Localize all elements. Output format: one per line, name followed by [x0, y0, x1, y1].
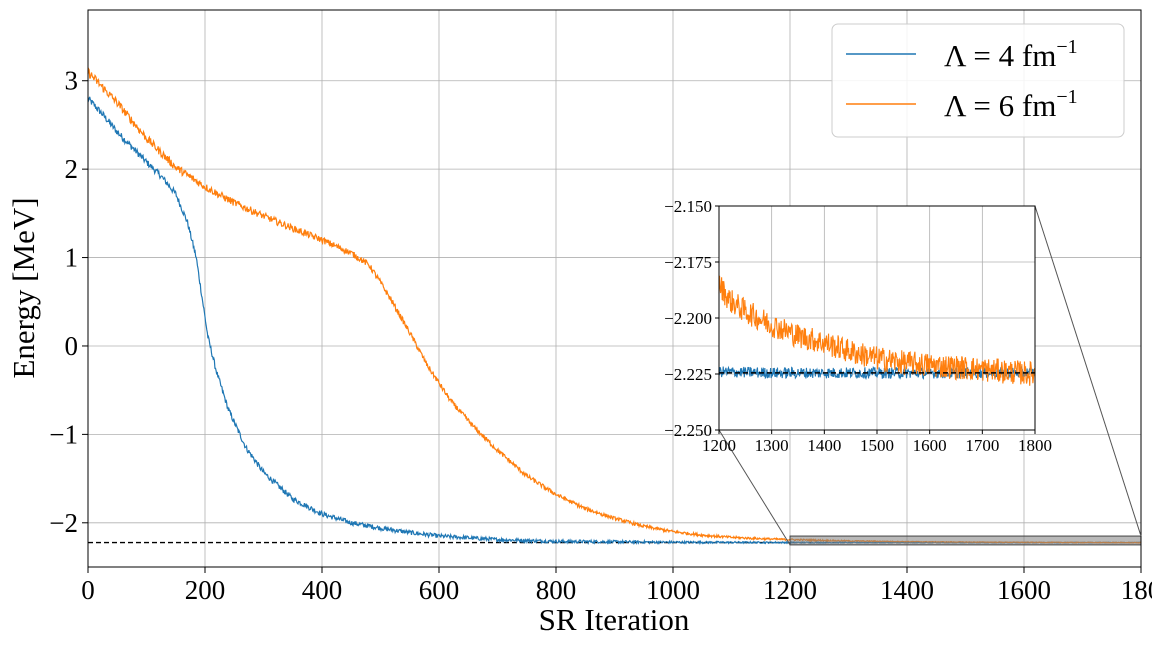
- x-axis-label: SR Iteration: [539, 602, 690, 637]
- inset-x-tick-label: 1400: [807, 436, 841, 455]
- main-x-tick-label: 1200: [763, 575, 817, 605]
- main-y-tick-label: −1: [49, 419, 78, 449]
- inset-x-tick-label: 1500: [860, 436, 894, 455]
- inset-y-ticks: −2.250 −2.225 −2.200 −2.175 −2.150: [664, 197, 719, 440]
- main-y-ticks: −2 −1 0 1 2 3: [49, 66, 88, 538]
- inset-x-tick-label: 1600: [913, 436, 947, 455]
- main-y-tick-label: 3: [65, 66, 79, 96]
- main-y-tick-label: 1: [65, 243, 79, 273]
- inset-x-tick-label: 1700: [965, 436, 999, 455]
- zoom-connector-right: [1034, 205, 1142, 537]
- legend-label-lambda-6-sup: −1: [1056, 86, 1077, 108]
- inset-y-tick-label: −2.225: [664, 365, 712, 384]
- legend: Λ = 4 fm−1 Λ = 6 fm−1: [831, 23, 1125, 138]
- main-y-tick-label: 0: [65, 331, 79, 361]
- legend-label-lambda-4-main: Λ = 4 fm: [944, 38, 1056, 73]
- inset-y-tick-label: −2.200: [664, 309, 712, 328]
- main-x-tick-label: 400: [302, 575, 343, 605]
- main-x-tick-label: 0: [81, 575, 95, 605]
- legend-label-lambda-6-main: Λ = 6 fm: [944, 88, 1056, 123]
- inset-x-tick-label: 1300: [755, 436, 789, 455]
- inset-x-ticks: 1200 1300 1400 1500 1600 1700 1800: [702, 430, 1052, 455]
- inset-y-tick-label: −2.150: [664, 197, 712, 216]
- main-x-tick-label: 600: [419, 575, 460, 605]
- zoom-connector-left: [718, 429, 791, 546]
- zoom-region-highlight: [789, 535, 1142, 546]
- inset-x-tick-label: 1800: [1018, 436, 1052, 455]
- main-y-tick-label: −2: [49, 508, 78, 538]
- zoom-connector-lines: [718, 205, 1142, 546]
- main-x-tick-label: 180: [1121, 575, 1152, 605]
- inset-x-tick-label: 1200: [702, 436, 736, 455]
- inset-series-line-1: [718, 275, 1036, 386]
- main-y-tick-label: 2: [65, 154, 79, 184]
- legend-label-lambda-6: Λ = 6 fm−1: [944, 86, 1078, 123]
- inset-y-tick-label: −2.250: [664, 421, 712, 440]
- inset-y-tick-label: −2.175: [664, 253, 712, 272]
- main-x-tick-label: 800: [536, 575, 577, 605]
- legend-box: [831, 23, 1125, 138]
- y-axis-label: Energy [MeV]: [6, 197, 41, 378]
- main-x-tick-label: 200: [185, 575, 226, 605]
- main-x-tick-label: 1000: [646, 575, 700, 605]
- legend-label-lambda-4: Λ = 4 fm−1: [944, 36, 1078, 73]
- main-x-tick-label: 1400: [880, 575, 934, 605]
- main-x-ticks: 0 200 400 600 800 1000 1200 1400 1600 180: [81, 567, 1152, 605]
- main-plot-frame: [87, 9, 1142, 568]
- main-x-tick-label: 1600: [997, 575, 1051, 605]
- legend-label-lambda-4-sup: −1: [1056, 36, 1077, 58]
- zoom-region-rect: [789, 535, 1142, 546]
